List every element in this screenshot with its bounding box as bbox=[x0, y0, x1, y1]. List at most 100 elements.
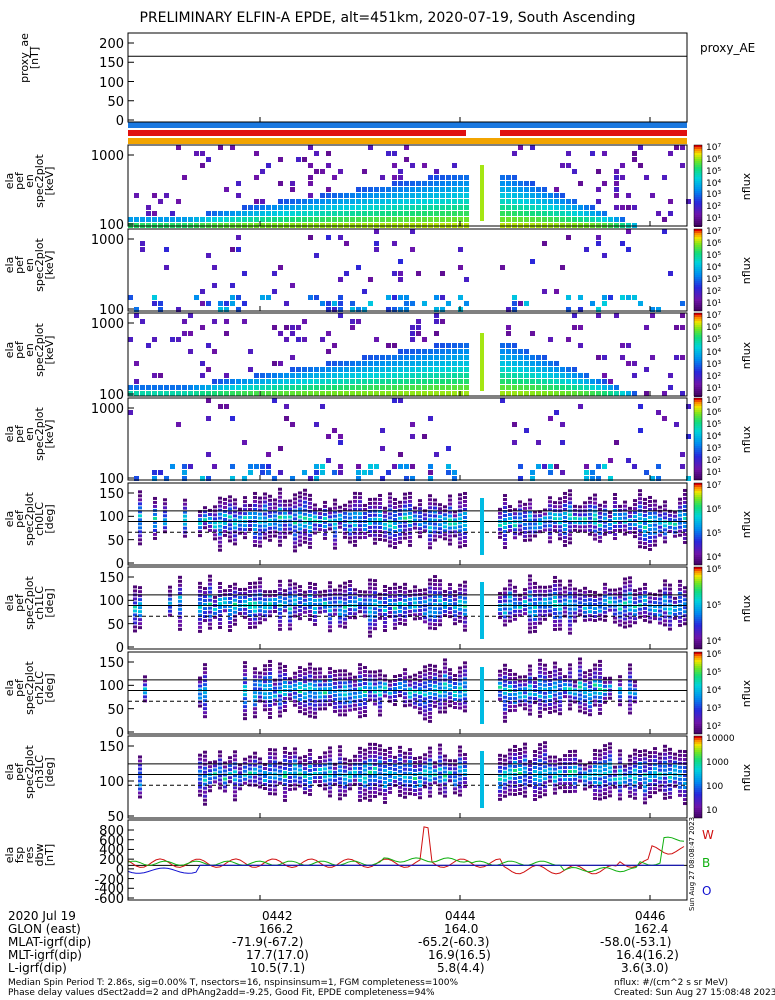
spectrogram-cell bbox=[410, 391, 415, 396]
pitch-angle-cell bbox=[508, 693, 512, 697]
pitch-angle-cell bbox=[458, 595, 462, 599]
pitch-angle-cell bbox=[393, 683, 397, 687]
colorbar-segment bbox=[694, 185, 702, 187]
pitch-angle-cell bbox=[253, 601, 257, 605]
pitch-angle-cell bbox=[408, 691, 412, 695]
pitch-angle-cell bbox=[388, 594, 392, 598]
pitch-angle-cell bbox=[663, 607, 667, 611]
pitch-angle-cell bbox=[268, 510, 272, 514]
pitch-angle-cell bbox=[133, 605, 137, 609]
pitch-angle-cell bbox=[308, 589, 312, 593]
spectrogram-cell bbox=[344, 271, 349, 276]
pitch-angle-cell bbox=[543, 691, 547, 695]
spectrogram-cell bbox=[380, 217, 385, 222]
spectrogram-cell bbox=[416, 181, 421, 186]
pitch-angle-cell bbox=[513, 788, 517, 792]
pitch-angle-cell bbox=[333, 685, 337, 689]
pitch-angle-cell bbox=[673, 526, 677, 530]
pitch-angle-cell bbox=[258, 524, 262, 528]
pitch-angle-cell bbox=[343, 701, 347, 705]
pitch-angle-cell bbox=[138, 622, 142, 626]
pitch-angle-cell bbox=[328, 581, 332, 585]
pitch-angle-cell bbox=[248, 606, 252, 610]
pitch-angle-cell bbox=[408, 760, 412, 764]
pitch-angle-cell bbox=[603, 508, 607, 512]
pitch-angle-cell bbox=[288, 755, 292, 759]
spectrogram-cell bbox=[200, 476, 205, 481]
pitch-angle-cell bbox=[283, 696, 287, 700]
pitch-angle-cell bbox=[423, 685, 427, 689]
pitch-angle-cell bbox=[378, 600, 382, 604]
pitch-angle-cell bbox=[398, 500, 402, 504]
pitch-angle-cell bbox=[663, 540, 667, 544]
pitch-angle-cell bbox=[678, 521, 682, 525]
pitch-angle-cell bbox=[638, 505, 642, 509]
colorbar-segment bbox=[694, 720, 702, 722]
pitch-angle-cell bbox=[253, 543, 257, 547]
pitch-angle-cell bbox=[258, 679, 262, 683]
spectrogram-cell bbox=[452, 373, 457, 378]
pitch-angle-cell bbox=[538, 621, 542, 625]
pitch-angle-cell bbox=[408, 675, 412, 679]
pitch-angle-cell bbox=[433, 534, 437, 538]
spectrogram-cell bbox=[500, 199, 505, 204]
pitch-angle-cell bbox=[498, 681, 502, 685]
spectrogram-cell bbox=[536, 361, 541, 366]
pitch-angle-cell bbox=[308, 780, 312, 784]
pitch-angle-cell bbox=[648, 616, 652, 620]
pitch-angle-cell bbox=[508, 780, 512, 784]
pitch-angle-cell bbox=[633, 523, 637, 527]
pitch-angle-cell bbox=[508, 529, 512, 533]
pitch-angle-cell bbox=[363, 768, 367, 772]
pitch-angle-cell bbox=[458, 587, 462, 591]
spectrogram-cell bbox=[236, 181, 241, 186]
spectrogram-cell bbox=[404, 187, 409, 192]
pitch-angle-cell bbox=[228, 584, 232, 588]
pitch-angle-cell bbox=[258, 581, 262, 585]
pitch-angle-cell bbox=[363, 756, 367, 760]
spectrogram-cell bbox=[362, 373, 367, 378]
pitch-angle-cell bbox=[283, 758, 287, 762]
pitch-angle-cell bbox=[588, 681, 592, 685]
pitch-angle-cell bbox=[293, 691, 297, 695]
pitch-angle-cell bbox=[368, 622, 372, 626]
pitch-angle-cell bbox=[633, 613, 637, 617]
colorbar-segment bbox=[694, 171, 702, 173]
pitch-angle-cell bbox=[433, 595, 437, 599]
spectrogram-cell bbox=[314, 151, 319, 156]
pitch-angle-cell bbox=[503, 623, 507, 627]
spectrogram-cell bbox=[536, 199, 541, 204]
pitch-angle-cell bbox=[658, 617, 662, 621]
pitch-angle-cell bbox=[418, 515, 422, 519]
pitch-angle-cell bbox=[288, 515, 292, 519]
pitch-angle-cell bbox=[463, 785, 467, 789]
pitch-angle-cell bbox=[528, 712, 532, 716]
pitch-angle-cell bbox=[348, 708, 352, 712]
spectrogram-cell bbox=[398, 277, 403, 282]
pitch-angle-cell bbox=[613, 596, 617, 600]
pitch-angle-cell bbox=[228, 499, 232, 503]
pitch-angle-cell bbox=[433, 696, 437, 700]
pitch-angle-cell bbox=[403, 492, 407, 496]
pitch-angle-cell bbox=[558, 497, 562, 501]
colorbar-segment bbox=[694, 468, 702, 470]
pitch-angle-cell bbox=[403, 759, 407, 763]
pitch-angle-cell bbox=[133, 601, 137, 605]
spectrogram-cell bbox=[278, 331, 283, 336]
spectrogram-cell bbox=[344, 211, 349, 216]
pitch-angle-cell bbox=[438, 775, 442, 779]
pitch-angle-cell bbox=[163, 518, 167, 522]
pitch-angle-cell bbox=[253, 679, 257, 683]
pitch-angle-cell bbox=[183, 534, 187, 538]
pitch-angle-cell bbox=[218, 544, 222, 548]
pitch-angle-cell bbox=[498, 757, 502, 761]
pitch-angle-cell bbox=[633, 535, 637, 539]
pitch-angle-cell bbox=[418, 507, 422, 511]
pitch-angle-cell bbox=[268, 687, 272, 691]
spectrogram-cell bbox=[296, 391, 301, 396]
pitch-angle-cell bbox=[518, 532, 522, 536]
pitch-angle-cell bbox=[398, 785, 402, 789]
colorbar-segment bbox=[694, 670, 702, 672]
pitch-angle-cell bbox=[513, 696, 517, 700]
pitch-angle-cell bbox=[508, 705, 512, 709]
